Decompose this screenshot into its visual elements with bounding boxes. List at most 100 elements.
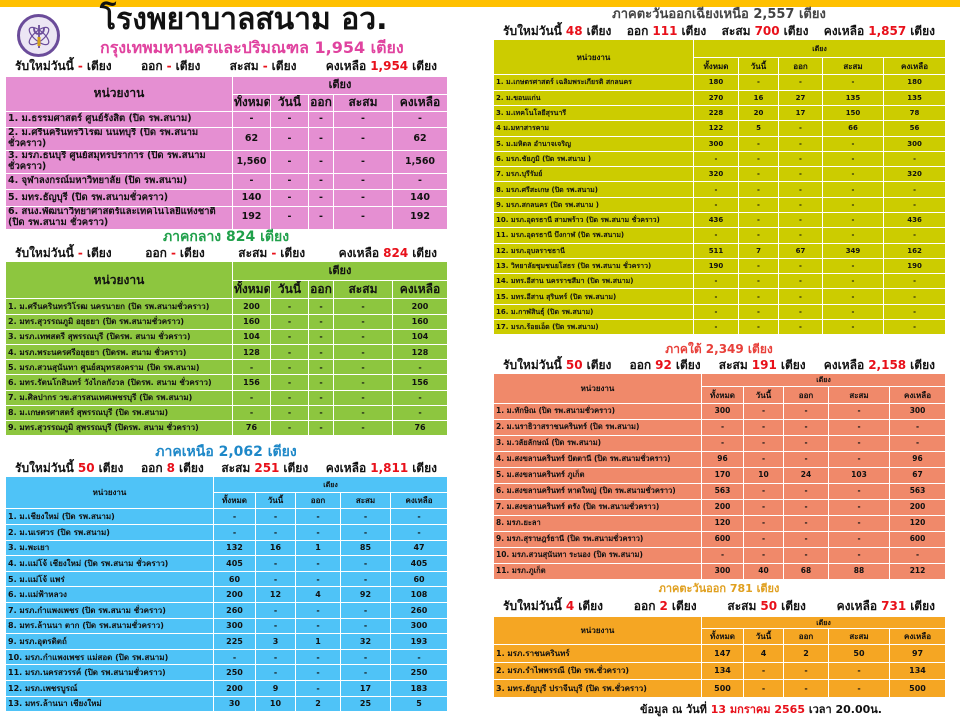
- header-col: วันนี้: [270, 280, 309, 300]
- bed-count: -: [738, 181, 779, 198]
- bed-count: -: [778, 150, 823, 168]
- unit-name: 3. มทร.ธัญบุรี ปราจีนบุรี (ปิด รพ.ชั่วคร…: [493, 679, 702, 698]
- region-title: ภาคตะวันออก 781 เตียง: [658, 582, 780, 595]
- summary-cumulative: สะสม - เตียง: [236, 246, 307, 260]
- bed-count: 200: [213, 586, 256, 604]
- summary-value: 191: [751, 357, 777, 372]
- unit-name: 1. มรภ.ราชนครินทร์: [493, 644, 702, 663]
- summary-unit: เตียง: [86, 59, 112, 74]
- bed-count: 96: [888, 451, 947, 469]
- header-col: ทั้งหมด: [213, 492, 256, 510]
- summary-cumulative: สะสม 50 เตียง: [725, 599, 808, 613]
- bed-count: -: [882, 303, 947, 321]
- unit-name: 9. มรภ.สุราษฎร์ธานี (ปิด รพ.สนามชั่วคราว…: [493, 531, 702, 549]
- header-unit: หน่วยงาน: [493, 373, 702, 405]
- summary-label: รับใหม่วันนี้: [503, 598, 562, 613]
- bed-count: -: [340, 664, 391, 682]
- summary-unit: เตียง: [781, 598, 806, 613]
- bed-count: 1,560: [232, 150, 271, 174]
- header-col: สะสม: [340, 492, 391, 510]
- bed-count: -: [783, 679, 829, 698]
- bed-count: -: [308, 313, 334, 330]
- summary-value: 92: [655, 357, 672, 372]
- bed-count: -: [255, 524, 296, 541]
- bed-count: -: [743, 661, 784, 681]
- bed-count: -: [333, 328, 393, 346]
- bed-count: -: [308, 110, 334, 129]
- bed-count: -: [778, 211, 823, 229]
- bed-count: -: [828, 515, 890, 533]
- summary-unit: เตียง: [681, 23, 707, 38]
- bed-count: -: [778, 74, 823, 91]
- table-row: 6. มรภ.ชัยภูมิ (ปิด รพ.สนาม ) - - - - -: [493, 150, 947, 168]
- bed-count: 563: [888, 483, 947, 501]
- summary-remaining: คงเหลือ 1,857 เตียง: [822, 24, 937, 38]
- bed-count: -: [738, 74, 779, 91]
- table-row: 16. ม.กาฬสินธุ์ (ปิด รพ.สนาม) - - - - -: [493, 303, 947, 321]
- table-row: 7. มรภ.บุรีรัมย์ 320- - -320: [493, 166, 947, 183]
- unit-name: 5. มทร.ธัญบุรี (ปิด รพ.สนามชั่วคราว): [5, 189, 233, 207]
- unit-name: 4. มรภ.พระนครศรีอยุธยา (ปิดรพ. สนาม ชั่ว…: [5, 344, 233, 361]
- bed-count: -: [693, 181, 739, 198]
- bed-count: -: [738, 135, 779, 152]
- table-row: 6. สนง.พัฒนาวิทยาศาสตร์และเทคโนโลยีแห่งช…: [5, 205, 449, 230]
- table-header-row: หน่วยงาน เตียง: [5, 75, 449, 112]
- bed-count: 183: [389, 680, 449, 697]
- bed-count: -: [778, 288, 823, 305]
- bed-count: 134: [701, 661, 744, 681]
- bed-count: -: [828, 531, 890, 549]
- bed-count: -: [270, 359, 309, 376]
- unit-name: 2. ม.นราธิวาสราชนครินทร์ (ปิด รพ.สนาม): [493, 419, 702, 437]
- bed-count: 68: [783, 563, 829, 581]
- beds-table: หน่วยงาน เตียง ทั้งหมด วันนี้ ออก สะสม คงเหลือ…: [493, 373, 947, 581]
- summary-value: 731: [881, 598, 907, 613]
- table-row: 1. ม.ธรรมศาสตร์ ศูนย์รังสิต (ปิด รพ.สนาม…: [5, 110, 449, 129]
- summary-remaining: คงเหลือ 2,158 เตียง: [822, 358, 937, 372]
- bed-count: -: [391, 359, 449, 376]
- summary-label: คงเหลือ: [823, 357, 865, 372]
- bed-count: -: [882, 319, 947, 336]
- bed-count: -: [882, 150, 947, 168]
- bed-count: -: [738, 227, 779, 244]
- table-row: 2. ม.ขอนแก่น 270 16 27 135 135: [493, 89, 947, 106]
- summary-label: รับใหม่วันนี้: [15, 461, 74, 476]
- header-col: ออก: [783, 628, 829, 646]
- unit-name: 2. มรภ.รำไพพรรณี (ปิด รพ.ชั่วคราว): [493, 661, 702, 681]
- bed-count: 260: [389, 602, 449, 619]
- summary-value: 2: [659, 598, 668, 613]
- bed-count: -: [270, 298, 309, 315]
- header-col: สะสม: [822, 57, 884, 76]
- summary-cumulative: สะสม 251 เตียง: [219, 461, 310, 475]
- bed-count: -: [295, 680, 341, 697]
- bed-count: -: [882, 273, 947, 290]
- unit-name: 7. ม.ศิลปากร วข.สารสนเทศเพชรบุรี (ปิด รพ…: [5, 389, 233, 406]
- bed-count: 47: [389, 539, 449, 557]
- table-row: 10. มรภ.สวนสุนันทา ระนอง (ปิด รพ.สนาม) - -…: [493, 547, 947, 565]
- bed-count: 270: [693, 89, 739, 106]
- summary-label: สะสม: [721, 23, 751, 38]
- unit-name: 2. ม.ขอนแก่น: [493, 89, 694, 106]
- bed-count: -: [333, 313, 393, 330]
- table-row: 17. มรภ.ร้อยเอ็ด (ปิด รพ.สนาม) - - - - -: [493, 319, 947, 336]
- summary-unit: เตียง: [910, 598, 935, 613]
- header-col: คงเหลือ: [888, 386, 947, 405]
- beds-table: หน่วยงาน เตียง ทั้งหมด วันนี้ ออก สะสม คงเหลือ…: [5, 261, 449, 437]
- summary-value: 4: [565, 598, 575, 613]
- bed-count: 62: [232, 127, 271, 152]
- bed-count: -: [828, 483, 890, 501]
- bed-count: -: [882, 227, 947, 244]
- bed-count: -: [738, 303, 779, 321]
- bed-count: 3: [255, 633, 296, 650]
- unit-name: 5. ม.แม่โจ้ แพร่: [5, 570, 214, 588]
- region-summary: รับใหม่วันนี้ 50 เตียง ออก 8 เตียง สะสม 251 เตีย…: [5, 461, 447, 475]
- summary-unit: เตียง: [675, 357, 701, 372]
- summary-label: รับใหม่วันนี้: [503, 23, 562, 38]
- unit-name: 3. ม.เทคโนโลยีสุรนารี: [493, 104, 694, 122]
- summary-unit: เตียง: [910, 23, 935, 38]
- page-title: โรงพยาบาลสนาม อว.: [100, 2, 388, 37]
- region-northeast: ภาคตะวันออกเฉียงเหนือ 2,557 เตียง รับใหม่…: [493, 7, 947, 336]
- bed-count: -: [270, 328, 309, 346]
- bed-count: -: [822, 303, 884, 321]
- header-col: ออก: [308, 93, 334, 112]
- bed-count: 85: [340, 539, 391, 557]
